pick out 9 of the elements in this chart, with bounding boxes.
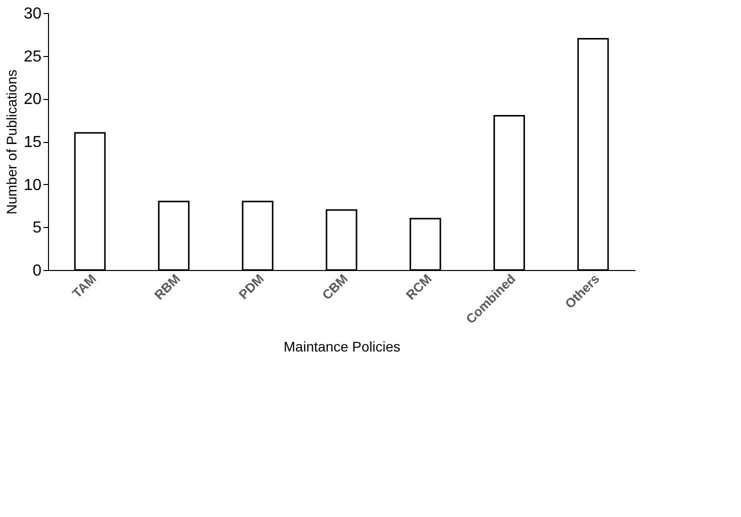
y-tick-label: 10 [24,176,42,194]
y-tick-label: 30 [24,6,42,22]
y-tick-label: 0 [32,262,42,280]
y-axis-title: Number of Publications [4,70,20,214]
y-tick-label: 20 [24,91,42,108]
x-axis-title: Maintance Policies [284,338,400,355]
y-tick-label: 5 [32,220,42,237]
y-tick-label: 25 [24,48,42,66]
y-tick-label: 15 [24,134,42,151]
